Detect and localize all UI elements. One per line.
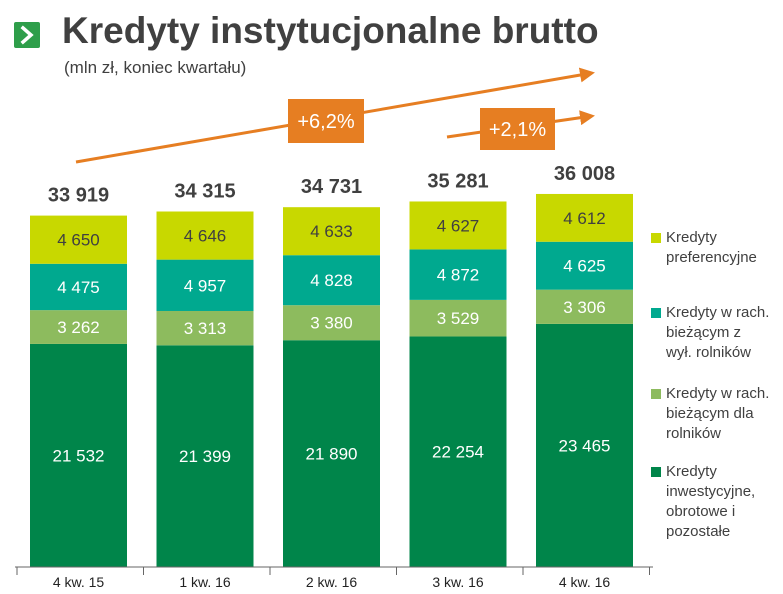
legend-label-line: Kredyty xyxy=(666,229,717,246)
chevron-right-icon xyxy=(14,22,40,48)
x-tick-label: 4 kw. 16 xyxy=(559,574,611,590)
growth-callout-box xyxy=(480,108,555,150)
total-label: 35 281 xyxy=(427,170,488,192)
bar-segment xyxy=(30,310,127,344)
bar-segment xyxy=(30,263,127,311)
data-label: 4 828 xyxy=(310,271,353,290)
data-label: 3 380 xyxy=(310,314,353,333)
legend-label-line: wył. rolników xyxy=(666,344,752,361)
bar-segment xyxy=(156,211,254,260)
legend-label-line: Kredyty w rach. xyxy=(666,385,770,402)
data-label: 4 633 xyxy=(310,222,353,241)
bar-segment xyxy=(536,323,633,567)
data-label: 23 465 xyxy=(559,436,611,455)
data-label: 4 650 xyxy=(57,231,100,250)
bar-segment xyxy=(409,336,507,567)
page-title: Kredyty instytucjonalne brutto xyxy=(62,10,599,51)
data-label: 21 890 xyxy=(306,445,358,464)
legend-label-line: obrotowe i xyxy=(666,503,736,520)
legend-swatch xyxy=(651,467,661,477)
data-label: 4 872 xyxy=(437,266,480,285)
legend-swatch xyxy=(651,389,661,399)
legend-label-line: rolników xyxy=(666,425,722,442)
x-tick-label: 4 kw. 15 xyxy=(53,574,105,590)
legend-label: Kredyty w rach. bieżącym z wył. rolników xyxy=(666,303,783,363)
bar-segment xyxy=(536,289,633,324)
bar-segment xyxy=(409,201,507,250)
legend-label-line: preferencyjne xyxy=(666,249,757,266)
legend-label-line: bieżącym z xyxy=(666,324,742,341)
x-tick-label: 3 kw. 16 xyxy=(432,574,484,590)
legend-label: Kredyty preferencyjne xyxy=(666,228,783,268)
data-label: 4 627 xyxy=(437,216,480,235)
bar-segment xyxy=(156,345,254,567)
legend-label-line: pozostałe xyxy=(666,523,731,540)
bar-segment xyxy=(409,249,507,300)
growth-callout-box xyxy=(288,99,364,143)
bar-segment xyxy=(283,340,380,567)
page-subtitle: (mln zł, koniec kwartału) xyxy=(64,58,247,77)
bar-segment xyxy=(156,310,254,346)
data-label: 3 313 xyxy=(184,319,227,338)
data-label: 3 262 xyxy=(57,318,100,337)
bar-segment xyxy=(30,343,127,567)
data-label: 3 529 xyxy=(437,309,480,328)
data-label: 4 646 xyxy=(184,227,227,246)
legend-label: Kredyty w rach. bieżącym dla rolników xyxy=(666,384,783,444)
total-label: 36 008 xyxy=(554,163,615,185)
data-label: 21 532 xyxy=(53,446,105,465)
bar-segment xyxy=(283,207,380,256)
data-label: 4 957 xyxy=(184,276,227,295)
data-label: 4 475 xyxy=(57,278,100,297)
total-label: 33 919 xyxy=(48,185,109,207)
legend-swatch xyxy=(651,233,661,243)
legend-label-line: bieżącym dla xyxy=(666,405,754,422)
growth-callout-text: +6,2% xyxy=(297,111,354,133)
legend-label-line: Kredyty xyxy=(666,463,717,480)
total-label: 34 731 xyxy=(301,176,362,198)
bar-segment xyxy=(409,299,507,337)
growth-callout-text: +2,1% xyxy=(489,119,546,141)
data-label: 3 306 xyxy=(563,298,606,317)
bar-segment xyxy=(536,193,633,242)
bar-segment xyxy=(156,259,254,311)
x-tick-label: 2 kw. 16 xyxy=(306,574,358,590)
data-label: 4 612 xyxy=(563,209,606,228)
data-label: 4 625 xyxy=(563,257,606,276)
bar-segment xyxy=(30,215,127,264)
legend-swatch xyxy=(651,308,661,318)
legend-label-line: Kredyty w rach. xyxy=(666,304,770,321)
legend-label: Kredyty inwestycyjne, obrotowe i pozostałe xyxy=(666,462,783,542)
bar-segment xyxy=(283,305,380,341)
x-tick-label: 1 kw. 16 xyxy=(179,574,231,590)
bar-segment xyxy=(536,241,633,290)
legend-label-line: inwestycyjne, xyxy=(666,483,756,500)
data-label: 21 399 xyxy=(179,447,231,466)
bar-segment xyxy=(283,255,380,306)
total-label: 34 315 xyxy=(174,180,235,202)
data-label: 22 254 xyxy=(432,443,484,462)
